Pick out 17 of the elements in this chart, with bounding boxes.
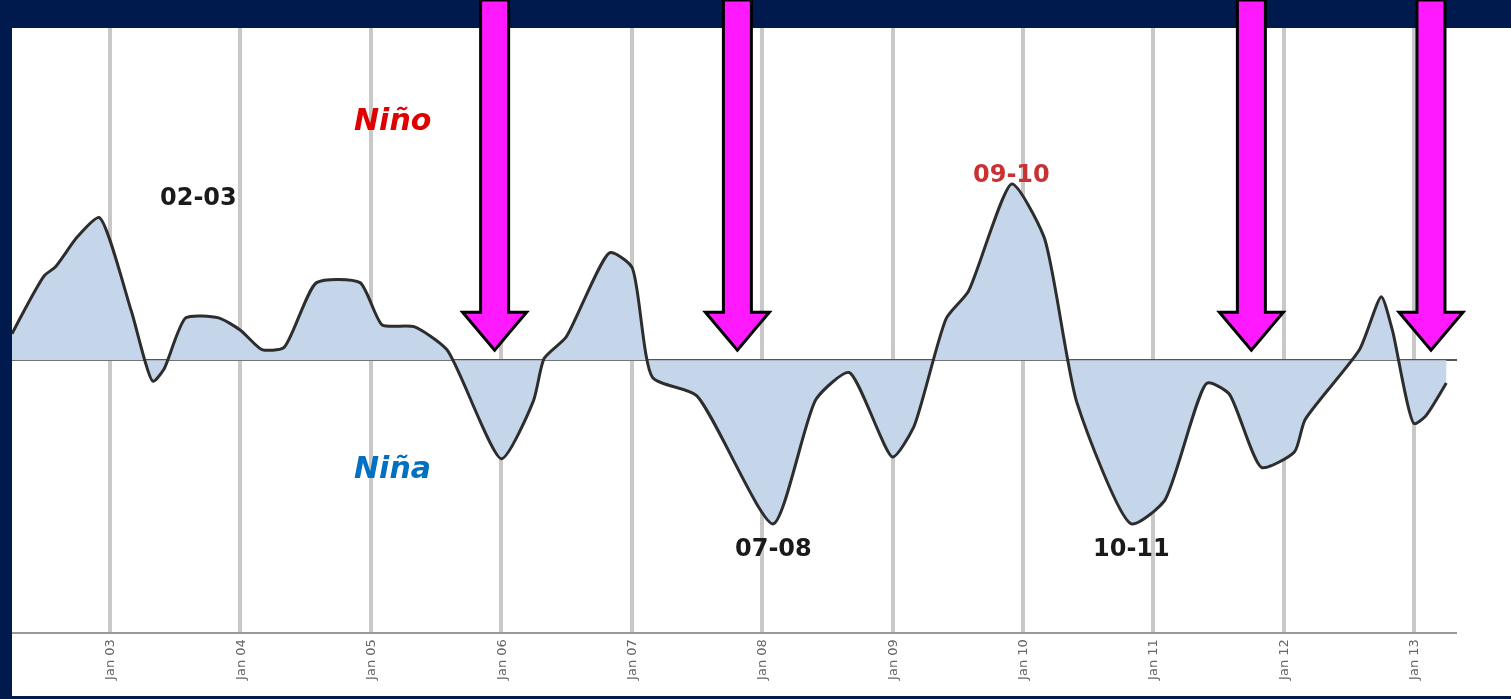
annotation: 02-03	[160, 183, 237, 211]
x-tick-label: Jan 08	[754, 639, 770, 681]
x-tick-label: Jan 03	[102, 639, 118, 681]
x-tick-label: Jan 06	[493, 639, 509, 681]
x-tick-label: Jan 05	[363, 639, 379, 681]
x-tick-label: Jan 07	[623, 639, 639, 681]
x-tick-label: Jan 11	[1145, 639, 1161, 681]
annotation: 09-10	[973, 160, 1050, 188]
x-tick-label: Jan 09	[884, 639, 900, 681]
x-tick-label: Jan 04	[232, 639, 248, 681]
annotation: Niña	[354, 450, 431, 485]
text: Niño	[354, 102, 432, 137]
x-tick-label: Jan 13	[1406, 639, 1422, 681]
annotation: 07-08	[735, 534, 812, 562]
annotation: 10-11	[1093, 534, 1170, 562]
x-tick-label: Jan 12	[1275, 639, 1291, 681]
x-tick-label: Jan 10	[1015, 639, 1031, 681]
